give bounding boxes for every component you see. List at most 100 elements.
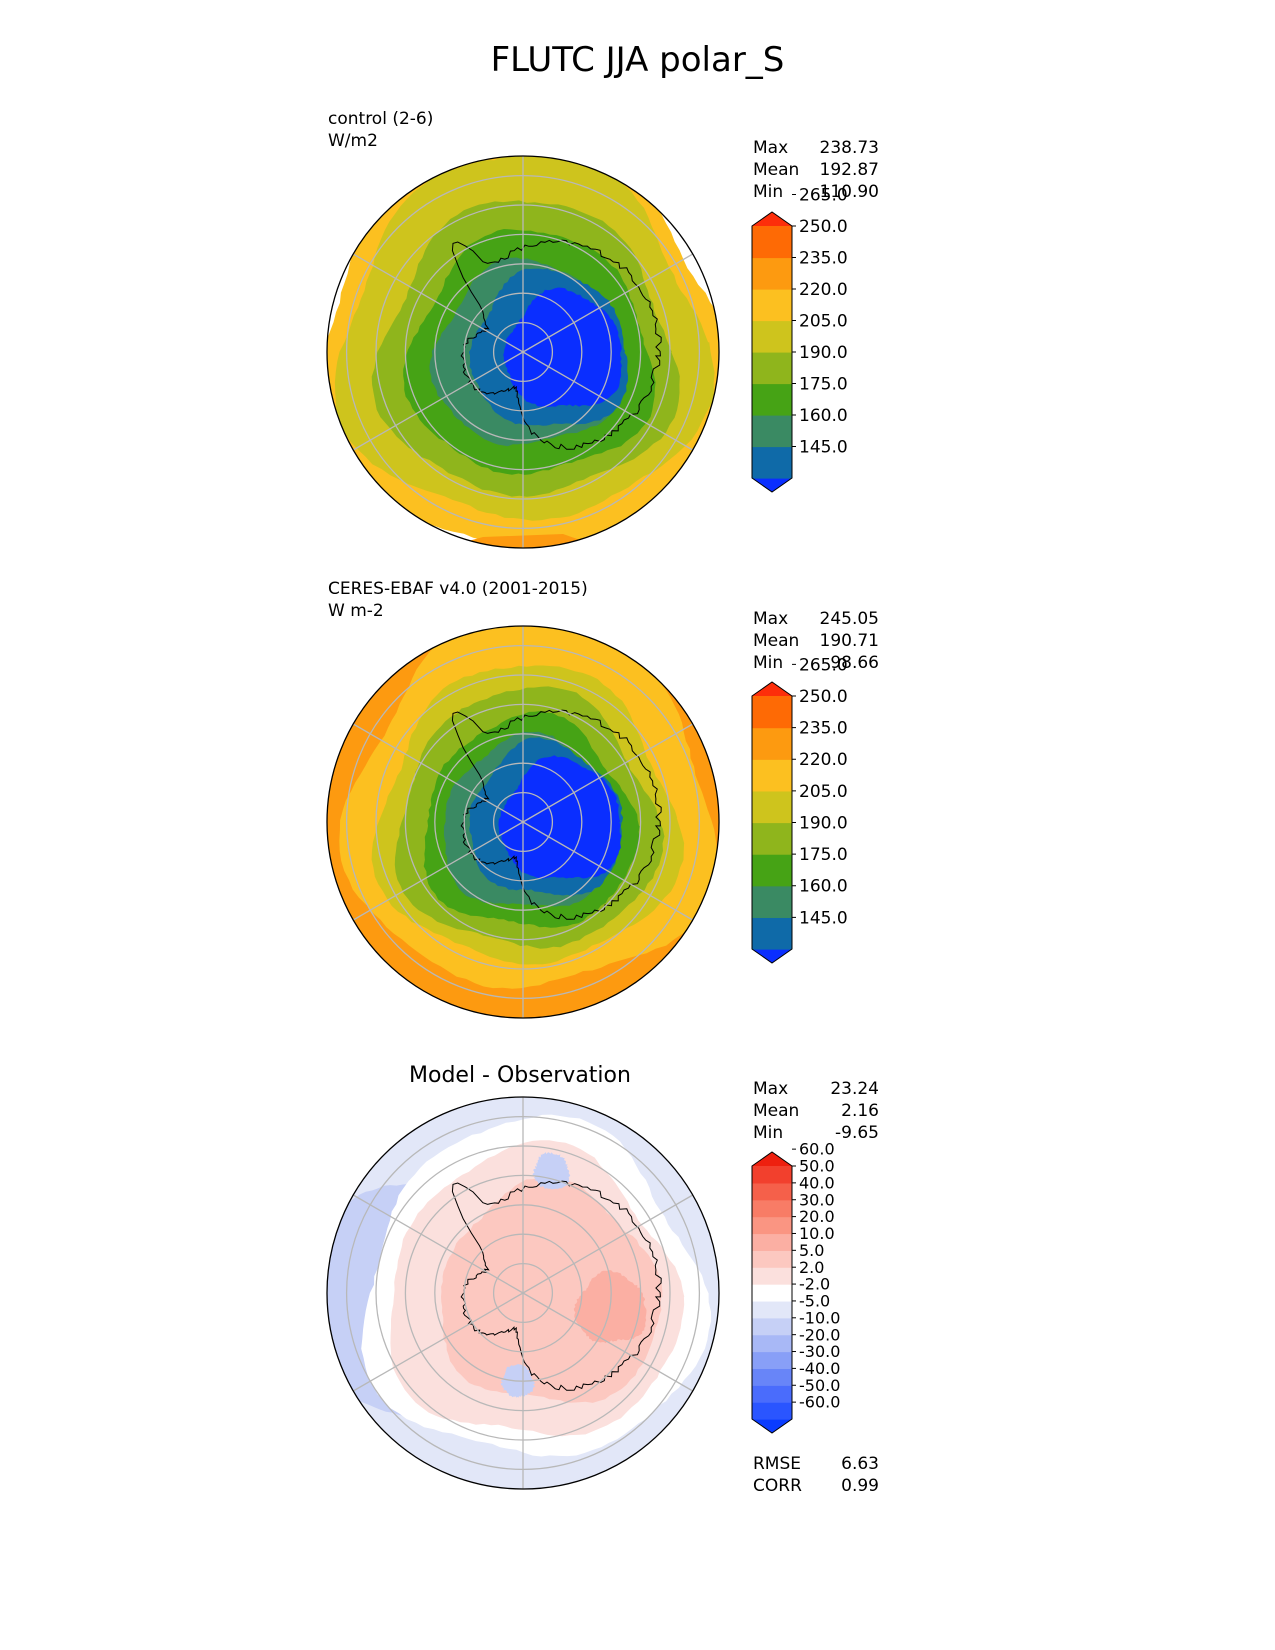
stat-min: Min 110.90	[753, 182, 879, 202]
colorbar-tick-label: 265.0	[799, 185, 848, 205]
panel-1-map	[327, 156, 719, 548]
colorbar-segment	[752, 1385, 792, 1403]
colorbar-tick-label: 40.0	[799, 1173, 835, 1192]
panel-1-meridian-line	[522, 351, 694, 451]
colorbar-extend-max	[752, 212, 792, 226]
colorbar-segment	[752, 1182, 792, 1201]
colorbar-outline	[751, 681, 793, 964]
colorbar-tick-label: 160.0	[799, 406, 848, 426]
panel-2-colorbar: 145.0 160.0 175.0 190.0 205.0 220.0 235.0 250.0…	[751, 655, 848, 964]
colorbar-tick-label: -30.0	[799, 1342, 840, 1361]
colorbar-tick-label: -40.0	[799, 1359, 840, 1378]
colorbar-segment	[752, 289, 792, 322]
colorbar-segment	[752, 854, 792, 887]
panel-1-meridian-line	[352, 351, 524, 451]
panel-3-metrics: RMSE 6.63 CORR 0.99	[753, 1453, 879, 1497]
colorbar-tick-label: 5.0	[799, 1241, 824, 1260]
colorbar-tick-label: 235.0	[799, 719, 848, 739]
panel-2-meridian-line	[522, 723, 694, 823]
colorbar-tick-label: 190.0	[799, 343, 848, 363]
colorbar-tick-label: 205.0	[799, 311, 848, 331]
panel-2-meridian-line	[522, 821, 694, 921]
stat-mean: Mean 192.87	[753, 160, 879, 180]
colorbar-segment	[752, 696, 792, 729]
colorbar-segment	[752, 383, 792, 416]
panel-3-contour-level	[532, 1152, 571, 1190]
colorbar-segment	[752, 226, 792, 259]
colorbar-tick-label: 30.0	[799, 1190, 835, 1209]
colorbar-tick-label: 2.0	[799, 1258, 824, 1277]
colorbar-segment	[752, 1250, 792, 1268]
colorbar-tick-label: 60.0	[799, 1140, 835, 1159]
panel-1-coastline	[451, 239, 662, 450]
metric-corr: CORR 0.99	[753, 1476, 879, 1496]
colorbar-segment	[752, 1402, 792, 1420]
panel-1-meridian-line	[522, 253, 694, 353]
panel-2-contour-level	[498, 755, 622, 879]
colorbar-segment	[752, 446, 792, 479]
colorbar-tick-label: 235.0	[799, 248, 848, 268]
panel-2-map	[327, 626, 719, 1018]
colorbar-tick-label: 220.0	[799, 280, 848, 300]
panel-2-units: W m-2	[328, 601, 384, 621]
colorbar-tick-label: 220.0	[799, 750, 848, 770]
colorbar-tick-label: -5.0	[799, 1292, 830, 1311]
panel-3-colorbar: -60.0-50.0-40.0-30.0-20.0-10.0-5.0-2.02.…	[751, 1140, 840, 1434]
colorbar-extend-min	[752, 949, 792, 963]
colorbar-outline	[751, 1151, 793, 1434]
colorbar-tick-label: 190.0	[799, 813, 848, 833]
stat-min: Min -9.65	[753, 1123, 879, 1143]
metric-rmse: RMSE 6.63	[753, 1454, 879, 1474]
colorbar-segment	[752, 257, 792, 290]
colorbar-segment	[752, 1368, 792, 1386]
colorbar-segment	[752, 1267, 792, 1285]
colorbar-segment	[752, 352, 792, 385]
panel-3-meridian-line	[522, 1292, 694, 1392]
colorbar-extend-max	[752, 1152, 792, 1166]
colorbar-segment	[752, 1300, 792, 1319]
colorbar-segment	[752, 1216, 792, 1235]
panel-1-units: W/m2	[328, 131, 378, 151]
panel-1-map-border	[326, 155, 720, 549]
panel-2-title: CERES-EBAF v4.0 (2001-2015)	[328, 579, 588, 599]
panel-1-stats: Max 238.73 Mean 192.87 Min 110.90	[753, 137, 879, 203]
colorbar-tick-label: -20.0	[799, 1325, 840, 1344]
stat-max: Max 245.05	[753, 609, 879, 629]
colorbar-tick-label: -60.0	[799, 1393, 840, 1412]
panel-2-meridian-line	[352, 821, 524, 921]
colorbar-tick-label: -50.0	[799, 1376, 840, 1395]
colorbar-tick-label: 20.0	[799, 1207, 835, 1226]
colorbar-segment	[752, 1199, 792, 1218]
colorbar-segment	[752, 790, 792, 824]
colorbar-tick-label: 175.0	[799, 374, 848, 394]
colorbar-segment	[752, 415, 792, 448]
panel-2-meridian-line	[352, 723, 524, 823]
panel-3-meridian-line	[352, 1292, 524, 1392]
panel-3-stats: Max 23.24 Mean 2.16 Min -9.65	[753, 1078, 879, 1144]
stat-mean: Mean 2.16	[753, 1101, 879, 1121]
colorbar-tick-label: 10.0	[799, 1224, 835, 1243]
colorbar-segment	[752, 727, 792, 760]
colorbar-segment	[752, 1334, 792, 1353]
colorbar-tick-label: 250.0	[799, 687, 848, 707]
colorbar-tick-label: -2.0	[799, 1275, 830, 1294]
panel-3-coastline	[451, 1180, 662, 1391]
panel-1-colorbar: 145.0 160.0 175.0 190.0 205.0 220.0 235.0 250.0…	[751, 185, 848, 493]
panel-1-label: control (2-6) W/m2	[328, 108, 433, 152]
panel-3-map	[327, 1097, 719, 1489]
colorbar-segment	[752, 1166, 792, 1184]
colorbar-segment	[752, 1233, 792, 1251]
panel-2-stats: Max 245.05 Mean 190.71 Min 98.66	[753, 608, 879, 674]
colorbar-segment	[752, 885, 792, 918]
colorbar-tick-label: 265.0	[799, 655, 848, 675]
colorbar-tick-label: 145.0	[799, 908, 848, 928]
colorbar-segment	[752, 1351, 792, 1369]
colorbar-tick-label: 50.0	[799, 1157, 835, 1176]
panel-3-title: Model - Observation	[409, 1063, 631, 1088]
figure-title: FLUTC JJA polar_S	[490, 40, 785, 80]
colorbar-tick-label: -10.0	[799, 1308, 840, 1327]
colorbar-segment	[752, 1284, 792, 1302]
panel-1-contour-level	[503, 287, 622, 408]
panel-1-meridian-line	[352, 253, 524, 353]
